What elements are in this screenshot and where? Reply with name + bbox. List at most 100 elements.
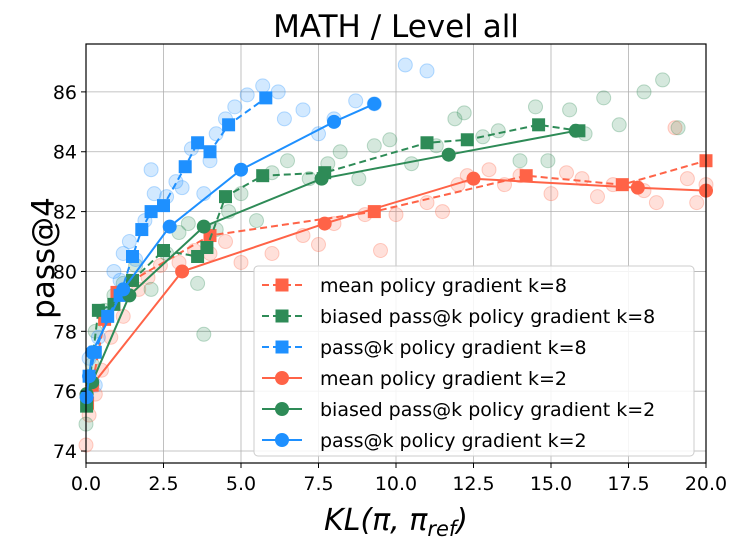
passk-background-point bbox=[397, 57, 413, 73]
passk-background-point bbox=[255, 78, 271, 94]
y-tick-label: 76 bbox=[53, 381, 77, 403]
data-point bbox=[314, 171, 329, 186]
passk-background-point bbox=[143, 162, 159, 178]
passk-background-point bbox=[146, 186, 162, 202]
biased-background-point bbox=[249, 213, 264, 229]
y-tick-label: 78 bbox=[53, 321, 77, 343]
y-tick-label: 86 bbox=[53, 82, 77, 104]
data-point bbox=[259, 91, 273, 105]
biased-background-point bbox=[528, 99, 543, 115]
passk-background-point bbox=[295, 102, 311, 118]
data-point bbox=[144, 205, 158, 219]
data-point bbox=[234, 162, 248, 177]
series-passk-solid bbox=[79, 96, 382, 405]
biased-background-point bbox=[332, 144, 348, 160]
x-tick-label: 15.0 bbox=[530, 473, 572, 495]
data-point bbox=[367, 96, 382, 111]
x-tick-label: 10.0 bbox=[375, 473, 417, 495]
data-point bbox=[82, 369, 97, 384]
legend-marker bbox=[275, 340, 289, 354]
biased-background-point bbox=[655, 72, 671, 88]
passk-background-point bbox=[121, 234, 137, 250]
data-point bbox=[157, 244, 170, 258]
mean-background-point bbox=[435, 204, 450, 220]
biased-background-point bbox=[636, 84, 652, 100]
data-point bbox=[126, 273, 139, 287]
passk-background-point bbox=[208, 126, 224, 142]
biased-background-point bbox=[190, 275, 206, 291]
legend-label: mean policy gradient k=2 bbox=[320, 368, 567, 390]
x-tick-label: 5.0 bbox=[226, 473, 256, 495]
x-axis-label: KL(π, πref) bbox=[324, 503, 468, 541]
passk-background-point bbox=[419, 63, 435, 79]
x-tick-label: 7.5 bbox=[303, 473, 333, 495]
data-point bbox=[466, 171, 481, 186]
biased-background-point bbox=[596, 90, 612, 106]
axis-ticks: 0.0 2.5 5.0 7.5 10.0 12.5 15.0 17.5 20.0 74 76 78 80… bbox=[53, 82, 727, 495]
biased-background-point bbox=[456, 105, 472, 121]
biased-background-point bbox=[562, 102, 578, 118]
x-axis-label-main: KL(π, π bbox=[324, 503, 428, 538]
y-axis-label: pass@4 bbox=[26, 197, 62, 319]
y-tick-label: 82 bbox=[53, 202, 77, 224]
series-lines bbox=[79, 91, 713, 413]
biased-background-point bbox=[280, 153, 295, 169]
data-point bbox=[317, 216, 332, 231]
data-point bbox=[191, 136, 205, 150]
x-tick-label: 12.5 bbox=[452, 473, 494, 495]
x-axis-label-sub: ref bbox=[427, 517, 460, 541]
data-point bbox=[135, 223, 149, 237]
biased-background-point bbox=[447, 111, 463, 127]
data-point bbox=[519, 169, 533, 183]
mean-background-point bbox=[419, 195, 435, 211]
biased-background-point bbox=[382, 132, 398, 148]
x-tick-label: 2.5 bbox=[148, 473, 178, 495]
y-tick-label: 80 bbox=[53, 261, 77, 283]
mean-background-point bbox=[648, 195, 664, 211]
data-point bbox=[460, 133, 474, 147]
biased-background-point bbox=[366, 138, 382, 154]
biased-background-point bbox=[611, 117, 627, 133]
data-point bbox=[532, 118, 546, 132]
mean-background-point bbox=[388, 207, 404, 223]
legend-marker bbox=[275, 371, 289, 385]
biased-background-point bbox=[180, 216, 196, 232]
mean-background-point bbox=[559, 165, 574, 181]
biased-background-point bbox=[233, 186, 249, 202]
mean-background-point bbox=[590, 189, 605, 205]
data-point bbox=[568, 123, 583, 138]
passk-background-point bbox=[106, 263, 122, 279]
data-point bbox=[615, 178, 629, 192]
passk-background-point bbox=[270, 84, 286, 100]
biased-background-point bbox=[512, 153, 528, 169]
data-point bbox=[196, 219, 211, 234]
biased-background-point bbox=[490, 123, 506, 139]
legend-marker bbox=[275, 402, 289, 416]
legend-label: pass@k policy gradient k=2 bbox=[320, 430, 587, 452]
data-point bbox=[219, 190, 232, 204]
biased-background-point bbox=[143, 281, 159, 297]
mean-background-point bbox=[689, 195, 705, 211]
passk-background-point bbox=[348, 93, 364, 109]
data-point bbox=[79, 390, 94, 405]
legend-marker bbox=[275, 278, 289, 292]
legend-label: biased pass@k policy gradient k=8 bbox=[320, 306, 655, 328]
data-point bbox=[200, 241, 214, 255]
data-point bbox=[85, 345, 100, 360]
legend-label: mean policy gradient k=8 bbox=[320, 275, 567, 297]
biased-background-point bbox=[670, 120, 686, 136]
x-tick-label: 17.5 bbox=[607, 473, 649, 495]
biased-background-point bbox=[351, 171, 367, 187]
passk-background-point bbox=[227, 99, 243, 115]
mean-background-point bbox=[543, 186, 559, 202]
mean-background-point bbox=[679, 171, 695, 187]
data-point bbox=[222, 118, 236, 132]
data-point bbox=[116, 282, 131, 297]
y-tick-label: 74 bbox=[53, 441, 77, 463]
data-point bbox=[441, 147, 456, 162]
biased-background-point bbox=[404, 156, 419, 172]
mean-background-point bbox=[481, 162, 497, 178]
data-point bbox=[162, 219, 177, 234]
mean-background-point bbox=[667, 120, 683, 136]
